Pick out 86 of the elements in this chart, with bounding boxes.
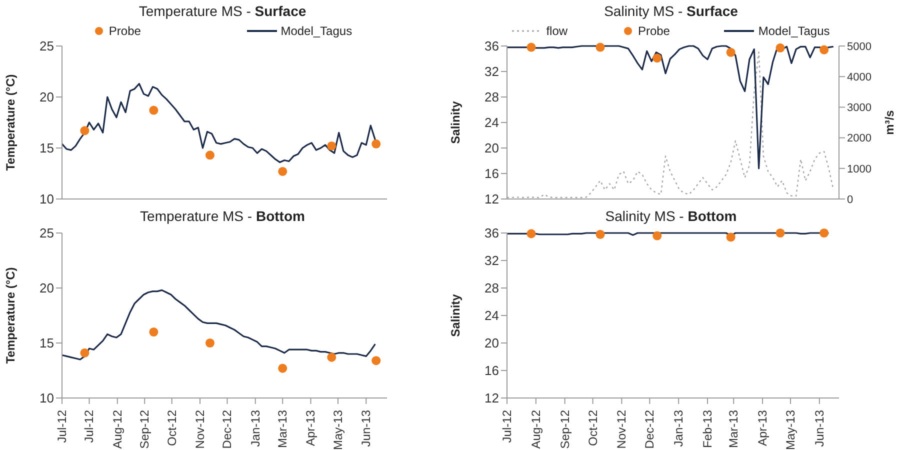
y2-tick-label: 3000 <box>847 102 872 114</box>
x-tick-label: Nov-12 <box>192 410 207 449</box>
y-tick-label: 15 <box>40 336 54 351</box>
x-tick-label: May-13 <box>784 410 798 450</box>
y-axis-title: Salinity <box>448 100 462 144</box>
point <box>205 338 214 348</box>
y2-tick-label: 5000 <box>847 40 872 53</box>
point <box>80 348 90 358</box>
y-tick-label: 36 <box>484 226 499 241</box>
legend-label: Model_Tagus <box>757 23 830 40</box>
y2-tick-label: 1000 <box>847 163 872 176</box>
y-tick-label: 24 <box>484 308 499 324</box>
legend-label: Model_Tagus <box>280 23 352 40</box>
y2-tick-label: 2000 <box>847 132 872 145</box>
x-tick-label: Jul-12 <box>500 410 514 443</box>
x-tick-label: Dec-12 <box>220 410 234 449</box>
point <box>149 106 158 115</box>
y-tick-label: 32 <box>484 64 499 80</box>
point <box>526 42 536 52</box>
x-tick-label: Mar-13 <box>276 410 290 448</box>
chart-title: Temperature MS - Bottom <box>139 207 306 226</box>
x-tick-label: Nov-12 <box>614 410 629 449</box>
y-tick-label: 25 <box>40 38 54 54</box>
y-tick-label: 25 <box>40 226 54 241</box>
y-tick-label: 36 <box>484 38 499 54</box>
point <box>596 42 605 52</box>
x-tick-label: Aug-12 <box>110 410 124 449</box>
point <box>652 54 662 63</box>
y-tick-label: 24 <box>484 115 499 130</box>
line-series <box>506 52 834 198</box>
point <box>278 166 288 176</box>
point <box>372 356 381 366</box>
point <box>372 139 381 148</box>
y-tick-label: 10 <box>40 192 54 207</box>
point <box>205 150 214 160</box>
y-tick-label: 28 <box>484 90 499 105</box>
x-tick-label: Sep-12 <box>558 410 572 449</box>
y-tick-label: 28 <box>484 280 499 296</box>
x-tick-label: Feb-13 <box>700 410 715 448</box>
x-tick-label: Mar-13 <box>726 410 741 448</box>
point <box>80 126 90 136</box>
y2-tick-label: 4000 <box>847 72 872 84</box>
y-tick-label: 32 <box>484 253 499 268</box>
x-tick-label: Jul-12 <box>82 410 96 443</box>
y-tick-label: 20 <box>484 140 499 156</box>
x-tick-label: Oct-12 <box>164 410 179 446</box>
y-tick-label: 16 <box>484 166 499 182</box>
x-tick-label: Jun-13 <box>812 410 826 447</box>
y-tick-label: 15 <box>40 140 54 156</box>
legend-label: Probe <box>108 23 141 40</box>
x-tick-label: Oct-12 <box>586 410 600 446</box>
legend-label: flow <box>545 23 568 40</box>
point <box>327 352 336 362</box>
line-series <box>61 289 376 360</box>
x-tick-label: Jan-13 <box>248 410 262 447</box>
x-tick-label: Apr-13 <box>756 410 770 446</box>
y-tick-label: 16 <box>484 363 499 378</box>
y-axis-title: Temperature (°C) <box>3 267 18 364</box>
point <box>820 45 829 54</box>
y-tick-label: 12 <box>484 192 499 207</box>
chart-title: Salinity MS - Bottom <box>604 207 738 226</box>
chart-title: Salinity MS - Surface <box>603 2 739 21</box>
y-tick-label: 12 <box>484 390 499 406</box>
y2-axis-title: m³/s <box>882 110 896 135</box>
x-tick-label: Apr-13 <box>304 410 318 446</box>
y-tick-label: 20 <box>484 336 499 351</box>
point <box>149 327 158 337</box>
y-tick-label: 10 <box>40 390 54 406</box>
y-tick-label: 20 <box>40 90 54 105</box>
y-axis-title: Salinity <box>448 294 462 337</box>
point <box>278 364 288 373</box>
point <box>327 141 336 150</box>
legend-label: Probe <box>636 23 670 40</box>
x-tick-label: Jun-13 <box>359 410 374 447</box>
point <box>776 43 785 52</box>
point <box>726 48 736 57</box>
x-tick-label: Jan-13 <box>672 410 686 447</box>
y-tick-label: 20 <box>40 280 54 296</box>
x-tick-label: May-13 <box>330 410 345 450</box>
y-axis-title: Temperature (°C) <box>3 74 18 171</box>
y2-tick-label: 0 <box>847 194 854 206</box>
x-tick-label: Aug-12 <box>528 410 543 449</box>
chart-title: Temperature MS - Surface <box>138 2 308 21</box>
x-tick-label: Dec-12 <box>642 410 657 449</box>
x-tick-label: Sep-12 <box>138 410 152 449</box>
x-tick-label: Jul-12 <box>55 410 69 443</box>
